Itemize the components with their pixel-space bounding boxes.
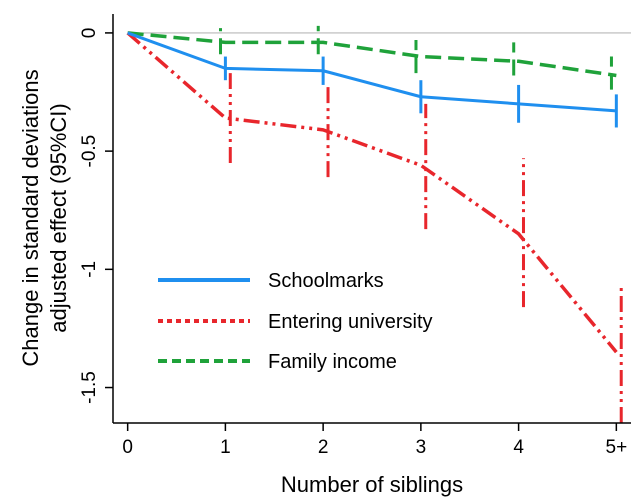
y-tick-label-0: 0 — [79, 28, 100, 39]
x-tick-label-0: 0 — [122, 437, 133, 458]
entering-university-line — [126, 31, 618, 354]
x-tick-label-4: 4 — [513, 437, 524, 458]
y-axis-label: Change in standard deviations adjusted e… — [18, 69, 71, 366]
family-income-line — [127, 31, 617, 78]
legend: Schoolmarks Entering university Family inc… — [158, 270, 433, 373]
x-tick-label-3: 3 — [416, 437, 427, 458]
y-axis-label-line-2: adjusted effect (95%CI) — [46, 103, 71, 333]
plot-layer — [126, 25, 631, 423]
x-tick-label-5: 5+ — [606, 437, 628, 458]
axes-layer: 0 -0.5 -1 -1.5 0 1 2 3 4 5+ — [79, 14, 631, 458]
y-tick-label-3: -1.5 — [79, 371, 100, 404]
legend-label-schoolmarks: Schoolmarks — [268, 270, 384, 292]
y-tick-label-2: -1 — [79, 261, 100, 278]
y-tick-label-1: -0.5 — [79, 135, 100, 168]
y-axis-label-line-1: Change in standard deviations — [18, 69, 43, 366]
x-tick-label-2: 2 — [318, 437, 329, 458]
legend-label-entering-university: Entering university — [268, 311, 433, 333]
x-tick-label-1: 1 — [220, 437, 231, 458]
schoolmarks-line — [127, 31, 617, 113]
legend-label-family-income: Family income — [268, 351, 397, 373]
x-axis-label: Number of siblings — [281, 472, 463, 497]
